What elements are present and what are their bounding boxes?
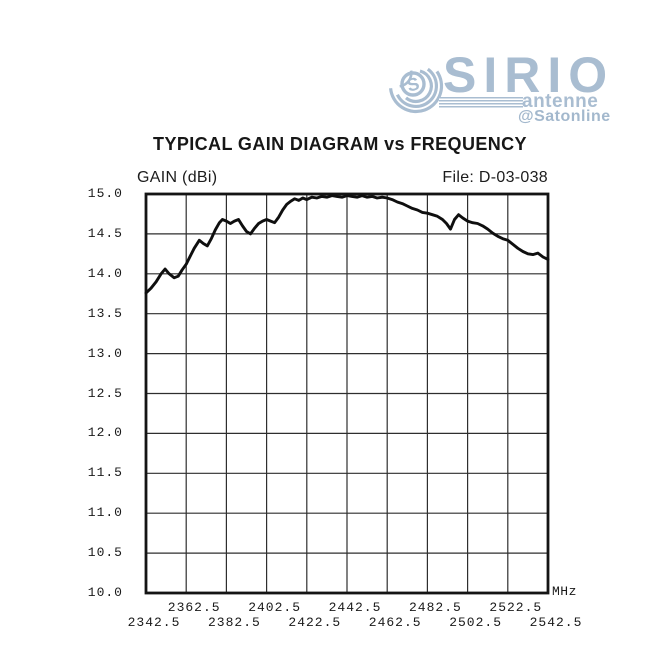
y-tick-label: 11.5	[87, 465, 123, 481]
y-tick-label: 10.5	[87, 545, 123, 561]
brand-name: SIRIO	[443, 47, 615, 103]
svg-text:S: S	[405, 73, 421, 95]
y-tick-label: 13.5	[87, 305, 123, 321]
x-tick-label: 2382.5	[207, 615, 261, 630]
y-tick-label: 14.0	[87, 265, 123, 281]
y-axis-title: GAIN (dBi)	[137, 169, 218, 186]
y-tick-label: 14.5	[87, 225, 123, 241]
y-tick-label: 11.0	[87, 505, 123, 521]
sirio-logo: S SIRIO antenne @Satonline	[383, 47, 645, 128]
brand-subtitle: antenne	[522, 91, 599, 112]
gain-curve	[144, 194, 550, 295]
x-tick-label: 2502.5	[449, 615, 502, 630]
page-title: TYPICAL GAIN DIAGRAM vs FREQUENCY	[153, 134, 527, 154]
x-tick-label: 2542.5	[529, 615, 583, 630]
x-tick-label: 2482.5	[408, 600, 462, 615]
x-tick-label: 2442.5	[328, 600, 382, 615]
x-tick-label: 2422.5	[288, 615, 342, 630]
y-tick-label: 12.5	[87, 385, 123, 401]
gain-frequency-plot	[144, 192, 550, 595]
x-tick-label: 2362.5	[167, 600, 221, 615]
y-tick-label: 10.0	[87, 585, 123, 600]
x-tick-label: 2342.5	[127, 615, 181, 630]
y-tick-label: 13.0	[87, 345, 123, 361]
x-axis-unit: MHz	[552, 584, 577, 599]
x-tick-label: 2402.5	[248, 600, 301, 615]
file-reference: File: D-03-038	[442, 169, 548, 186]
y-tick-label: 15.0	[87, 186, 123, 201]
y-tick-label: 12.0	[87, 425, 123, 441]
x-tick-label: 2522.5	[489, 600, 543, 615]
satonline-handle: @Satonline	[518, 108, 611, 125]
x-tick-label: 2462.5	[368, 615, 422, 630]
sirio-s-signal-icon: S	[389, 67, 444, 114]
logo-speed-lines	[439, 97, 523, 108]
